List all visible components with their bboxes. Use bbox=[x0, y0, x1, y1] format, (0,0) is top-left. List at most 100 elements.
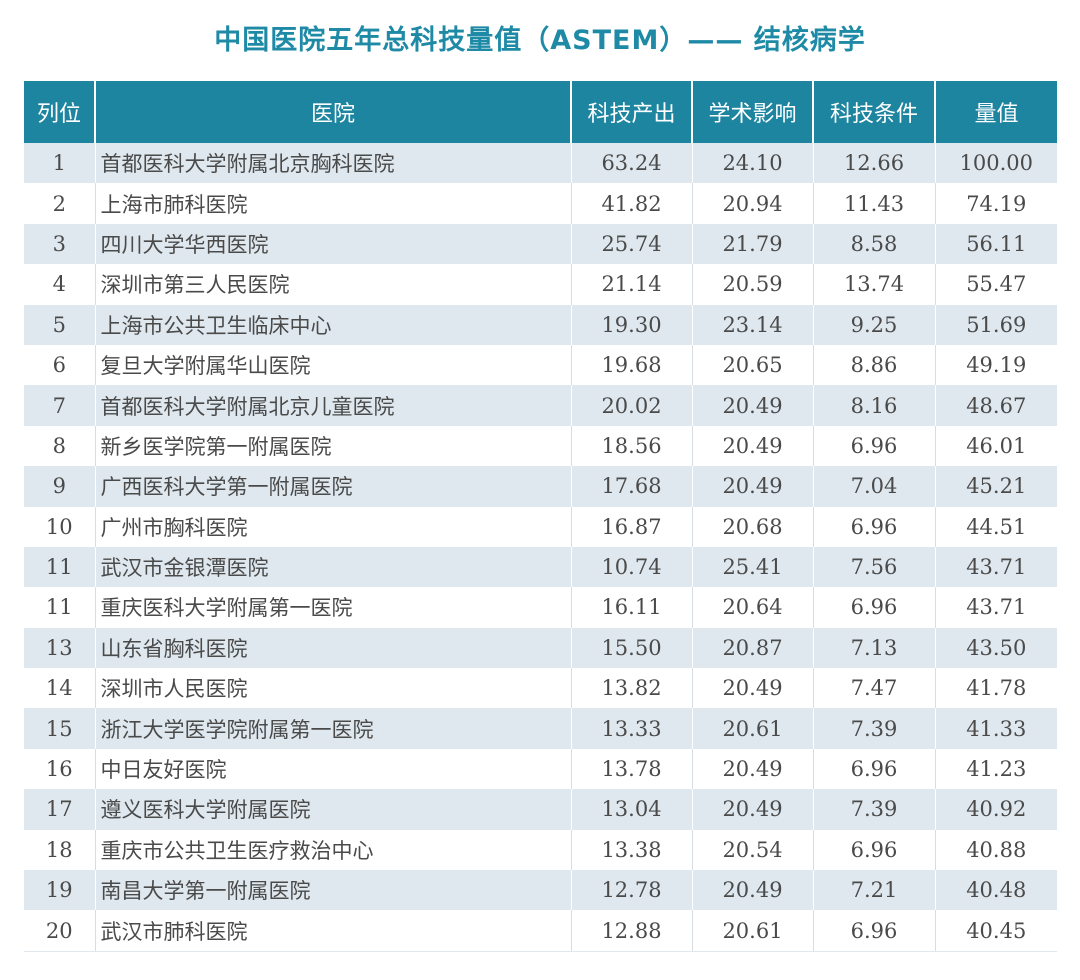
score-cell: 45.21 bbox=[934, 466, 1057, 507]
hospital-name-cell: 复旦大学附属华山医院 bbox=[94, 344, 571, 386]
score-cell: 41.78 bbox=[934, 668, 1057, 709]
sci-conditions-cell: 8.86 bbox=[812, 344, 935, 386]
score-cell: 43.71 bbox=[934, 587, 1057, 628]
hospital-name-cell: 新乡医学院第一附属医院 bbox=[94, 425, 571, 467]
sci-output-cell: 13.82 bbox=[570, 668, 692, 709]
table-row: 1 首都医科大学附属北京胸科医院 63.24 24.10 12.66 100.00 bbox=[24, 143, 1057, 184]
score-cell: 48.67 bbox=[934, 385, 1057, 426]
score-cell: 46.01 bbox=[934, 425, 1057, 467]
sci-output-cell: 13.38 bbox=[570, 829, 692, 871]
academic-impact-cell: 20.65 bbox=[691, 344, 813, 386]
hospital-name-cell: 上海市公共卫生临床中心 bbox=[94, 304, 571, 345]
sci-output-cell: 20.02 bbox=[570, 385, 692, 426]
sci-conditions-cell: 8.16 bbox=[812, 385, 935, 426]
score-cell: 41.23 bbox=[934, 748, 1057, 790]
table-row: 4 深圳市第三人民医院 21.14 20.59 13.74 55.47 bbox=[24, 264, 1057, 305]
academic-impact-cell: 20.49 bbox=[691, 748, 813, 790]
table-row: 13 山东省胸科医院 15.50 20.87 7.13 43.50 bbox=[24, 627, 1057, 669]
table-row: 3 四川大学华西医院 25.74 21.79 8.58 56.11 bbox=[24, 223, 1057, 265]
academic-impact-cell: 20.49 bbox=[691, 789, 813, 830]
sci-output-cell: 41.82 bbox=[570, 183, 692, 224]
sci-conditions-cell: 7.56 bbox=[812, 546, 935, 588]
academic-impact-cell: 24.10 bbox=[691, 143, 813, 184]
hospital-name-cell: 广州市胸科医院 bbox=[94, 506, 571, 547]
sci-output-cell: 15.50 bbox=[570, 627, 692, 669]
sci-output-cell: 12.88 bbox=[570, 910, 692, 952]
table-row: 16 中日友好医院 13.78 20.49 6.96 41.23 bbox=[24, 748, 1057, 790]
sci-output-cell: 17.68 bbox=[570, 466, 692, 507]
score-cell: 74.19 bbox=[934, 183, 1057, 224]
sci-conditions-cell: 7.04 bbox=[812, 466, 935, 507]
sci-output-cell: 12.78 bbox=[570, 870, 692, 911]
header-hospital: 医院 bbox=[94, 81, 571, 143]
academic-impact-cell: 20.49 bbox=[691, 385, 813, 426]
rank-cell: 9 bbox=[24, 466, 95, 507]
academic-impact-cell: 20.59 bbox=[691, 264, 813, 305]
score-cell: 44.51 bbox=[934, 506, 1057, 547]
rank-cell: 1 bbox=[24, 143, 95, 184]
sci-output-cell: 63.24 bbox=[570, 143, 692, 184]
sci-conditions-cell: 6.96 bbox=[812, 748, 935, 790]
score-cell: 43.50 bbox=[934, 627, 1057, 669]
table-row: 8 新乡医学院第一附属医院 18.56 20.49 6.96 46.01 bbox=[24, 425, 1057, 467]
academic-impact-cell: 25.41 bbox=[691, 546, 813, 588]
rank-cell: 3 bbox=[24, 223, 95, 265]
academic-impact-cell: 20.61 bbox=[691, 708, 813, 749]
ranking-table: 列位 医院 科技产出 学术影响 科技条件 量值 1 首都医科大学附属北京胸科医院 6… bbox=[24, 81, 1057, 952]
sci-output-cell: 18.56 bbox=[570, 425, 692, 467]
rank-cell: 2 bbox=[24, 183, 95, 224]
table-row: 15 浙江大学医学院附属第一医院 13.33 20.61 7.39 41.33 bbox=[24, 708, 1057, 749]
sci-conditions-cell: 12.66 bbox=[812, 143, 935, 184]
score-cell: 40.48 bbox=[934, 870, 1057, 911]
academic-impact-cell: 20.54 bbox=[691, 829, 813, 871]
sci-output-cell: 13.33 bbox=[570, 708, 692, 749]
rank-cell: 15 bbox=[24, 708, 95, 749]
table-row: 6 复旦大学附属华山医院 19.68 20.65 8.86 49.19 bbox=[24, 344, 1057, 386]
sci-output-cell: 16.87 bbox=[570, 506, 692, 547]
hospital-name-cell: 重庆市公共卫生医疗救治中心 bbox=[94, 829, 571, 871]
sci-conditions-cell: 7.21 bbox=[812, 870, 935, 911]
rank-cell: 14 bbox=[24, 668, 95, 709]
score-cell: 51.69 bbox=[934, 304, 1057, 345]
sci-output-cell: 25.74 bbox=[570, 223, 692, 265]
rank-cell: 18 bbox=[24, 829, 95, 871]
academic-impact-cell: 20.64 bbox=[691, 587, 813, 628]
hospital-name-cell: 武汉市肺科医院 bbox=[94, 910, 571, 952]
academic-impact-cell: 20.68 bbox=[691, 506, 813, 547]
rank-cell: 4 bbox=[24, 264, 95, 305]
rank-cell: 17 bbox=[24, 789, 95, 830]
score-cell: 40.45 bbox=[934, 910, 1057, 952]
sci-output-cell: 13.78 bbox=[570, 748, 692, 790]
sci-conditions-cell: 6.96 bbox=[812, 506, 935, 547]
sci-output-cell: 21.14 bbox=[570, 264, 692, 305]
hospital-name-cell: 首都医科大学附属北京胸科医院 bbox=[94, 143, 571, 184]
sci-conditions-cell: 7.39 bbox=[812, 708, 935, 749]
academic-impact-cell: 20.49 bbox=[691, 425, 813, 467]
table-row: 14 深圳市人民医院 13.82 20.49 7.47 41.78 bbox=[24, 668, 1057, 709]
rank-cell: 7 bbox=[24, 385, 95, 426]
rank-cell: 16 bbox=[24, 748, 95, 790]
hospital-name-cell: 广西医科大学第一附属医院 bbox=[94, 466, 571, 507]
sci-output-cell: 19.30 bbox=[570, 304, 692, 345]
table-row: 9 广西医科大学第一附属医院 17.68 20.49 7.04 45.21 bbox=[24, 466, 1057, 507]
rank-cell: 13 bbox=[24, 627, 95, 669]
academic-impact-cell: 20.94 bbox=[691, 183, 813, 224]
academic-impact-cell: 20.49 bbox=[691, 466, 813, 507]
hospital-name-cell: 首都医科大学附属北京儿童医院 bbox=[94, 385, 571, 426]
sci-output-cell: 16.11 bbox=[570, 587, 692, 628]
table-row: 7 首都医科大学附属北京儿童医院 20.02 20.49 8.16 48.67 bbox=[24, 385, 1057, 426]
page-title: 中国医院五年总科技量值（ASTEM）—— 结核病学 bbox=[214, 25, 866, 56]
table-header-row: 列位 医院 科技产出 学术影响 科技条件 量值 bbox=[24, 81, 1057, 143]
rank-cell: 20 bbox=[24, 910, 95, 952]
sci-conditions-cell: 7.39 bbox=[812, 789, 935, 830]
table-row: 11 重庆医科大学附属第一医院 16.11 20.64 6.96 43.71 bbox=[24, 587, 1057, 628]
hospital-name-cell: 中日友好医院 bbox=[94, 748, 571, 790]
hospital-name-cell: 深圳市第三人民医院 bbox=[94, 264, 571, 305]
hospital-name-cell: 遵义医科大学附属医院 bbox=[94, 789, 571, 830]
sci-conditions-cell: 8.58 bbox=[812, 223, 935, 265]
score-cell: 100.00 bbox=[934, 143, 1057, 184]
score-cell: 40.88 bbox=[934, 829, 1057, 871]
rank-cell: 11 bbox=[24, 587, 95, 628]
rank-cell: 10 bbox=[24, 506, 95, 547]
rank-cell: 19 bbox=[24, 870, 95, 911]
